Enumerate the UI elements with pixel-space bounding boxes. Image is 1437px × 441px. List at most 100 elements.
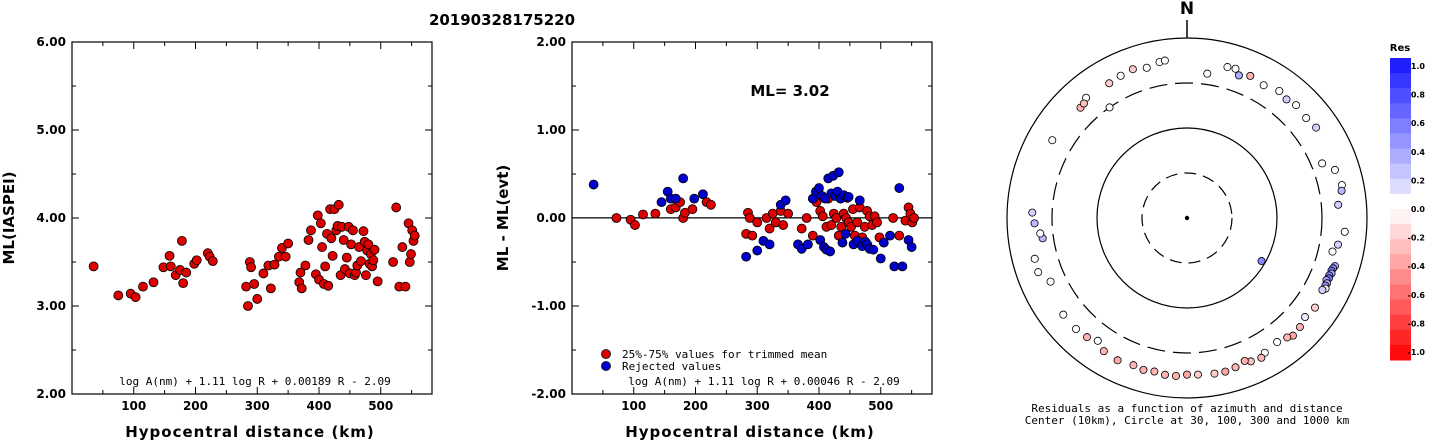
data-point-1-0-87 — [406, 249, 416, 259]
colorbar-label-1: 0.8 — [1411, 91, 1426, 100]
residual-point-46 — [1160, 370, 1169, 379]
data-point-1-0-83 — [397, 242, 408, 252]
data-point-2-1-0 — [588, 179, 599, 190]
data-point-2-0-54 — [888, 213, 898, 223]
y-tick-label-1-4: 6.00 — [36, 35, 66, 49]
residual-point-16 — [1340, 227, 1349, 236]
data-point-1-0-36 — [300, 260, 311, 271]
residual-point-3 — [1246, 71, 1255, 80]
data-point-1-0-34 — [295, 267, 306, 278]
residual-point-32 — [1295, 323, 1304, 332]
residual-point-70 — [1142, 63, 1151, 72]
data-point-2-0-26 — [801, 213, 812, 223]
colorbar-cell-1 — [1390, 73, 1411, 89]
data-point-2-1-50 — [894, 183, 905, 193]
residual-point-55 — [1059, 310, 1068, 319]
residual-point-34 — [1283, 333, 1292, 342]
ring-1000km — [1006, 37, 1368, 399]
colorbar-cell-6 — [1390, 148, 1411, 165]
colorbar-cell-13 — [1390, 254, 1411, 270]
data-point-1-0-19 — [241, 281, 252, 292]
ring-30km — [1141, 172, 1233, 264]
residual-point-52 — [1093, 336, 1102, 345]
x-tick-label-2-1: 200 — [683, 399, 708, 413]
colorbar-cell-19 — [1390, 344, 1411, 361]
data-point-2-0-37 — [836, 221, 847, 232]
data-point-2-0-30 — [817, 211, 828, 222]
data-point-2-1-40 — [854, 195, 865, 206]
caption-line-1: Residuals as a function of azimuth and d… — [1031, 402, 1342, 415]
data-point-1-0-13 — [181, 267, 192, 278]
data-point-2-1-45 — [868, 244, 879, 255]
residual-point-8 — [1292, 101, 1301, 110]
formula-1: log A(nm) + 1.11 log R + 0.00189 R - 2.0… — [119, 375, 391, 388]
data-point-1-0-78 — [369, 244, 380, 255]
data-point-2-1-47 — [878, 237, 889, 248]
residual-point-48 — [1139, 365, 1148, 374]
residual-point-51 — [1099, 347, 1108, 356]
data-point-1-0-5 — [148, 277, 159, 288]
colorbar-label-4: 0.2 — [1411, 176, 1425, 185]
colorbar-cell-7 — [1390, 163, 1411, 180]
data-point-2-1-6 — [689, 193, 700, 204]
residual-point-6 — [1275, 87, 1284, 96]
data-point-1-0-8 — [165, 261, 176, 272]
colorbar-cell-15 — [1390, 284, 1411, 301]
colorbar-label-9: -0.8 — [1408, 319, 1426, 328]
residual-point-12 — [1330, 165, 1339, 174]
data-point-2-1-1 — [656, 197, 667, 208]
residual-point-69 — [1128, 65, 1137, 74]
points-1 — [88, 199, 420, 311]
formula-2: log A(nm) + 1.11 log R + 0.00046 R - 2.0… — [628, 375, 900, 388]
residual-point-5 — [1259, 81, 1268, 90]
data-point-1-0-11 — [177, 235, 187, 246]
data-point-1-0-15 — [191, 255, 202, 266]
data-point-2-0-2 — [630, 220, 640, 230]
data-point-1-0-50 — [327, 250, 338, 261]
data-point-1-0-49 — [326, 233, 337, 244]
data-point-1-0-43 — [317, 242, 327, 252]
data-point-2-0-20 — [767, 208, 778, 219]
data-point-2-0-3 — [638, 209, 648, 220]
panel-polar: N Residuals as a function of azimuth and… — [1006, 0, 1368, 427]
colorbar-label-8: -0.6 — [1408, 291, 1426, 300]
y-tick-label-2-4: 2.00 — [536, 35, 566, 49]
ring-100km — [1096, 127, 1278, 309]
colorbar-cell-11 — [1390, 224, 1411, 240]
data-point-1-0-23 — [249, 279, 260, 289]
data-point-2-1-48 — [885, 230, 895, 241]
x-tick-label-2-4: 500 — [868, 399, 893, 413]
data-point-2-0-24 — [783, 208, 794, 219]
data-point-2-0-15 — [744, 213, 755, 223]
residual-point-37 — [1257, 353, 1266, 362]
panel-ml-residual: ML - ML(evt) Hypocentral distance (km) M… — [494, 35, 933, 441]
data-point-2-0-52 — [872, 217, 882, 228]
residual-point-43 — [1193, 370, 1202, 379]
data-point-2-1-4 — [670, 193, 681, 204]
data-point-2-0-0 — [611, 213, 622, 223]
residual-point-67 — [1105, 79, 1114, 88]
colorbar-label-7: -0.4 — [1408, 262, 1426, 271]
residual-point-45 — [1171, 371, 1180, 380]
residual-point-74 — [1105, 103, 1114, 112]
residual-point-14 — [1337, 186, 1346, 195]
data-point-1-0-71 — [361, 270, 371, 281]
y-axis-label-1: ML(IASPEI) — [0, 171, 18, 264]
colorbar-cell-17 — [1390, 314, 1411, 331]
x-tick-label-1-2: 300 — [245, 399, 270, 413]
residual-point-30 — [1311, 303, 1320, 312]
points-3 — [1028, 56, 1349, 380]
colorbar-label-5: 0.0 — [1411, 205, 1426, 214]
x-tick-label-2-3: 400 — [806, 399, 831, 413]
data-point-1-0-62 — [346, 239, 357, 250]
residual-point-63 — [1048, 136, 1057, 145]
colorbar-cell-0 — [1390, 58, 1411, 74]
residual-point-2 — [1231, 64, 1240, 73]
colorbar-cell-10 — [1390, 209, 1411, 225]
colorbar: Res 1.0 0.8 0.6 0.4 0.2 0.0 -0.2 -0.4 -0.6 -0.8 -1… — [1390, 43, 1426, 361]
data-point-1-0-42 — [315, 218, 326, 229]
data-point-2-1-51 — [897, 261, 908, 272]
data-point-1-0-18 — [207, 256, 218, 267]
data-point-1-0-7 — [164, 250, 175, 261]
data-point-1-0-63 — [348, 225, 358, 236]
